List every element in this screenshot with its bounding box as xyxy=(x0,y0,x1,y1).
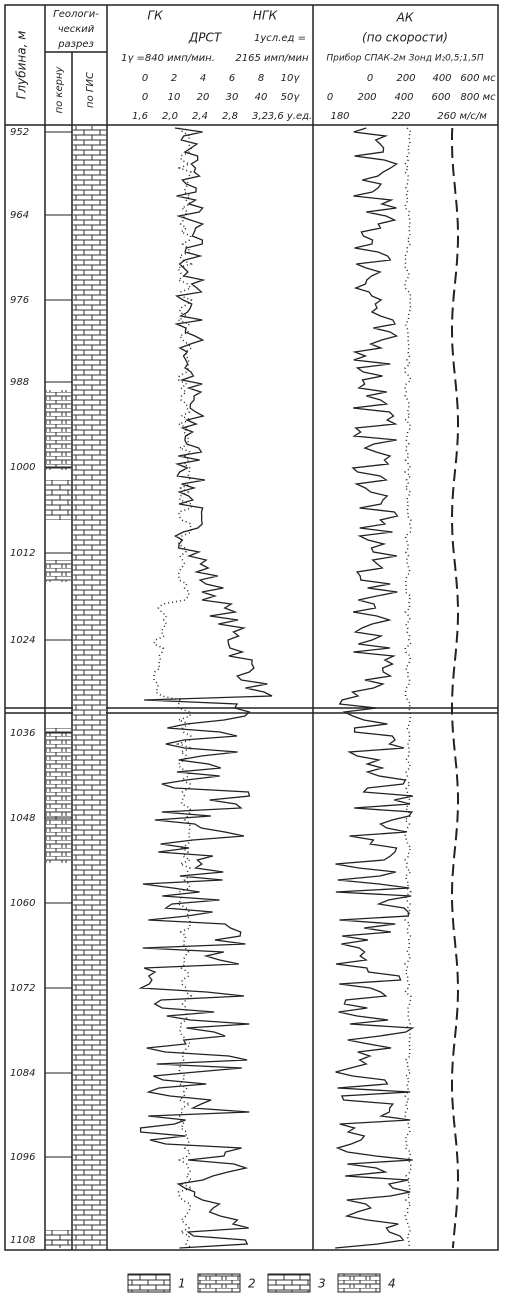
depth-label: 1048 xyxy=(10,813,35,824)
scale-label: 10γ xyxy=(281,73,301,84)
ak-subtitle: (по скорости) xyxy=(362,31,448,45)
depth-label: 1060 xyxy=(10,898,35,909)
gis-column xyxy=(73,126,106,1249)
drst-title: ДРСТ xyxy=(188,31,223,45)
legend-swatch xyxy=(197,1273,241,1293)
legend-swatch xyxy=(267,1273,311,1293)
scale-label: 1,6 xyxy=(132,111,148,122)
legend-swatch xyxy=(127,1273,171,1293)
drst-curve xyxy=(152,127,195,1249)
scale-label: 3,2 xyxy=(252,111,268,122)
scale-label: 4 xyxy=(200,73,206,84)
depth-label: 1036 xyxy=(10,728,35,739)
scale-label: 0 xyxy=(327,92,333,103)
depth-label: 964 xyxy=(10,210,29,221)
scale-label: 2,4 xyxy=(192,111,208,122)
scale-label: 600 мс xyxy=(460,73,496,84)
scale-label: 0 xyxy=(142,73,148,84)
scale-label: 20 xyxy=(197,92,210,103)
scale-label: 2,0 xyxy=(162,111,178,122)
depth-label: 1012 xyxy=(10,548,35,559)
gk-title: ГК xyxy=(147,9,163,23)
ngk-unit: 1усл.ед = xyxy=(254,33,306,44)
ngk-unit: 2165 имп/мин xyxy=(235,53,309,64)
ngk-title: НГК xyxy=(253,9,278,23)
depth-label: 1084 xyxy=(10,1068,35,1079)
depth-label: 1000 xyxy=(10,462,35,473)
curves xyxy=(138,127,459,1249)
scale-label: 8 xyxy=(258,73,264,84)
depth-label: Глубина, м xyxy=(15,31,29,100)
scale-label: 180 xyxy=(330,111,349,122)
depth-label: 1096 xyxy=(10,1152,35,1163)
scale-label: 600 xyxy=(431,92,450,103)
ak-curve xyxy=(335,127,415,1249)
scale-label: 220 xyxy=(391,111,410,122)
scale-label: 400 xyxy=(432,73,451,84)
gk-curve xyxy=(138,127,273,1249)
ak-title: АК xyxy=(396,11,414,25)
legend-label: 1 xyxy=(178,1277,186,1291)
scale-label: 6 xyxy=(229,73,235,84)
scale-label: 200 xyxy=(357,92,376,103)
scale-label: 10 xyxy=(168,92,181,103)
geology-title: Геологи- xyxy=(53,9,99,20)
depth-label: 1024 xyxy=(10,635,35,646)
geology-title: ческий xyxy=(58,24,95,35)
scale-label: 2,8 xyxy=(222,111,238,122)
scale-label: 200 xyxy=(396,73,415,84)
scale-label: 0 xyxy=(367,73,373,84)
scale-label: 2 xyxy=(171,73,177,84)
scale-label: 400 xyxy=(394,92,413,103)
geology-title: разрез xyxy=(57,39,94,50)
depth-label: 988 xyxy=(10,377,29,388)
legend-label: 3 xyxy=(318,1277,326,1291)
legend-swatch xyxy=(337,1273,381,1293)
scale-label: 0 xyxy=(142,92,148,103)
scale-label: 50γ xyxy=(281,92,301,103)
depth-label: 976 xyxy=(10,295,29,306)
depth-label: 1108 xyxy=(10,1235,35,1246)
scale-label: 40 xyxy=(255,92,268,103)
depth-label: 1072 xyxy=(10,983,35,994)
ak-dashed xyxy=(451,127,459,1249)
ak-device: Прибор СПАК-2м Зонд И₂0,5;1,5П xyxy=(326,54,483,64)
depth-label: 952 xyxy=(10,127,29,138)
gis-label: по ГИС xyxy=(85,72,96,108)
frame xyxy=(4,4,499,1251)
scale-label: 800 мс xyxy=(460,92,496,103)
gk-unit: 1γ =840 имп/мин. xyxy=(121,53,215,64)
scale-label: 260 м/с/м xyxy=(437,111,487,122)
core-column xyxy=(46,390,71,1248)
scale-label: 30 xyxy=(226,92,239,103)
legend-label: 2 xyxy=(248,1277,256,1291)
core-label: по керну xyxy=(54,66,65,114)
scale-label: 3,6 у.ед. xyxy=(268,111,312,122)
ak-dotted xyxy=(403,127,412,1249)
legend-label: 4 xyxy=(388,1277,396,1291)
